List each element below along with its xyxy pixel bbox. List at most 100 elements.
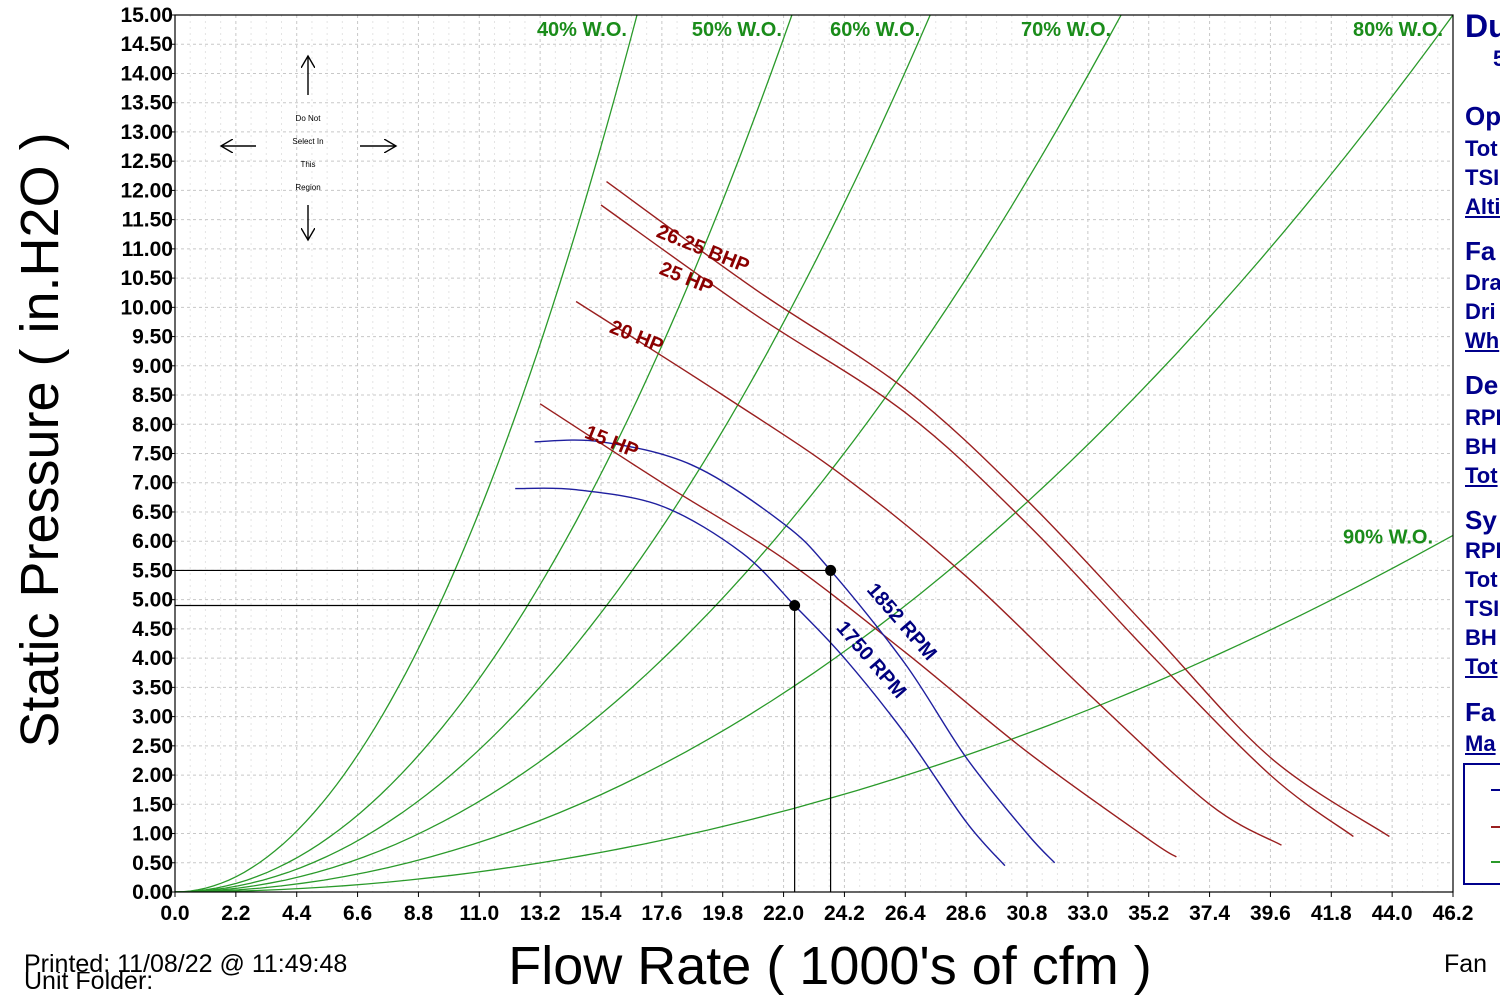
panel-subtitle: 5 <box>1493 46 1500 71</box>
y-tick-label: 13.50 <box>120 92 173 115</box>
operating-points <box>789 564 837 612</box>
section-fan-heading: Fa <box>1465 236 1496 266</box>
hp-curve <box>606 181 1390 838</box>
x-tick-label: 35.2 <box>1128 902 1169 925</box>
y-tick-label: 7.00 <box>132 472 173 495</box>
y-tick-label: 10.50 <box>120 267 173 290</box>
wide-open-label: 60% W.O. <box>830 19 920 41</box>
y-tick-label: 10.00 <box>120 296 173 319</box>
x-tick-label: 28.6 <box>946 902 987 925</box>
x-tick-label: 17.6 <box>641 902 682 925</box>
x-tick-label: 6.6 <box>343 902 372 925</box>
legend-hp-curve-swatch <box>1491 826 1500 828</box>
x-tick-label: 41.8 <box>1311 902 1352 925</box>
fan-rpm-curve <box>515 487 1006 867</box>
operating-point-marker <box>789 600 801 612</box>
wide-open-curve <box>175 534 1453 892</box>
y-tick-label: 11.00 <box>122 238 173 261</box>
y-tick-label: 3.50 <box>132 676 173 699</box>
hp-curve <box>539 403 1177 858</box>
x-axis-title: Flow Rate ( 1000's of cfm ) <box>508 936 1152 996</box>
hp-curve <box>600 204 1354 838</box>
panel-row: RPI <box>1465 405 1500 430</box>
panel-row[interactable]: Ma <box>1465 731 1496 756</box>
x-tick-label: 4.4 <box>282 902 312 925</box>
x-tick-label: 24.2 <box>824 902 865 925</box>
operating-point-reference-lines <box>175 569 832 892</box>
x-tick-label: 46.2 <box>1433 902 1474 925</box>
wide-open-label: 70% W.O. <box>1021 19 1111 41</box>
y-tick-label: 1.00 <box>132 823 173 846</box>
panel-row[interactable]: Tot <box>1465 463 1498 488</box>
x-axis-ticks: 0.0 2.2 4.4 6.6 8.8 11.0 13.2 15.4 17.6 19.8 22.0 2… <box>160 892 1473 925</box>
panel-title: Du <box>1465 8 1500 44</box>
y-tick-label: 0.50 <box>132 852 173 875</box>
y-tick-label: 13.00 <box>120 121 173 144</box>
y-tick-label: 6.50 <box>132 501 173 524</box>
legend-box <box>1463 763 1500 885</box>
section-design-heading: De <box>1465 370 1499 400</box>
x-tick-label: 11.0 <box>459 902 499 925</box>
panel-row: TSI <box>1465 596 1500 621</box>
panel-row: BH <box>1465 434 1497 459</box>
y-tick-label: 6.00 <box>132 530 173 553</box>
y-tick-label: 14.50 <box>120 33 173 56</box>
y-tick-label: 15.00 <box>120 4 173 27</box>
side-panel: Du 5 Op Tot TSI Alti Fa Dra Dri Wh De RP… <box>1455 0 1500 998</box>
curves-layer <box>175 15 1453 892</box>
hp-curve-label: 25 HP <box>656 258 716 299</box>
y-tick-label: 3.00 <box>132 706 173 729</box>
x-tick-label: 26.4 <box>885 902 926 925</box>
x-tick-label: 30.8 <box>1007 902 1048 925</box>
x-tick-label: 8.8 <box>404 902 434 925</box>
panel-row: RPI <box>1465 538 1500 563</box>
y-tick-label: 2.50 <box>132 735 173 758</box>
hp-curve <box>575 300 1282 846</box>
y-tick-label: 7.50 <box>132 443 173 466</box>
y-tick-label: 1.50 <box>132 793 173 816</box>
y-tick-label: 14.00 <box>120 62 173 85</box>
x-tick-label: 13.2 <box>520 902 561 925</box>
panel-row[interactable]: Alti <box>1465 194 1500 219</box>
y-axis-title: Static Pressure ( in.H2O ) <box>10 132 70 747</box>
wide-open-curve <box>175 15 638 892</box>
hp-curve-label: 15 HP <box>582 421 642 462</box>
x-tick-label: 37.4 <box>1189 902 1230 925</box>
y-tick-label: 8.50 <box>132 384 173 407</box>
y-tick-label: 9.00 <box>132 355 173 378</box>
y-tick-label: 11.50 <box>122 209 173 232</box>
grid-lines <box>175 15 1453 892</box>
x-tick-label: 0.0 <box>160 902 189 925</box>
y-tick-label: 5.50 <box>132 559 173 582</box>
panel-row: Dri <box>1465 299 1496 324</box>
panel-row: TSI <box>1465 165 1500 190</box>
panel-row: Tot <box>1465 567 1498 592</box>
panel-row: Dra <box>1465 270 1500 295</box>
panel-row[interactable]: Tot <box>1465 654 1498 679</box>
y-tick-label: 12.00 <box>120 179 173 202</box>
region-note-line: Select In <box>292 137 323 146</box>
footer-fan-label: Fan <box>1444 950 1488 978</box>
curve-labels: 40% W.O. 50% W.O. 60% W.O. 70% W.O. 80% W.O.… <box>537 19 1443 703</box>
x-tick-label: 39.6 <box>1250 902 1291 925</box>
x-tick-label: 22.0 <box>763 902 804 925</box>
panel-row: Tot <box>1465 136 1498 161</box>
y-axis-ticks: 0.00 0.50 1.00 1.50 2.00 2.50 3.00 3.50 4.00 4.50… <box>120 4 175 904</box>
unit-folder-label: Unit Folder: <box>24 972 154 994</box>
panel-row[interactable]: Wh <box>1465 328 1500 353</box>
section-system-heading: Sy <box>1465 505 1497 535</box>
wide-open-label: 80% W.O. <box>1353 19 1443 41</box>
wide-open-label: 40% W.O. <box>537 19 627 41</box>
region-note-line: Region <box>295 183 320 192</box>
x-tick-label: 2.2 <box>221 902 250 925</box>
legend-wo-curve-swatch <box>1491 861 1500 863</box>
legend-fan-curve-swatch <box>1491 789 1500 791</box>
panel-row: BH <box>1465 625 1497 650</box>
y-tick-label: 0.00 <box>132 881 173 904</box>
printed-timestamp: Printed: 11/08/22 @ 11:49:48 <box>24 950 348 978</box>
y-tick-label: 2.00 <box>132 764 173 787</box>
region-note-line: This <box>300 160 315 169</box>
wide-open-curve <box>175 15 931 892</box>
x-tick-label: 44.0 <box>1372 902 1413 925</box>
